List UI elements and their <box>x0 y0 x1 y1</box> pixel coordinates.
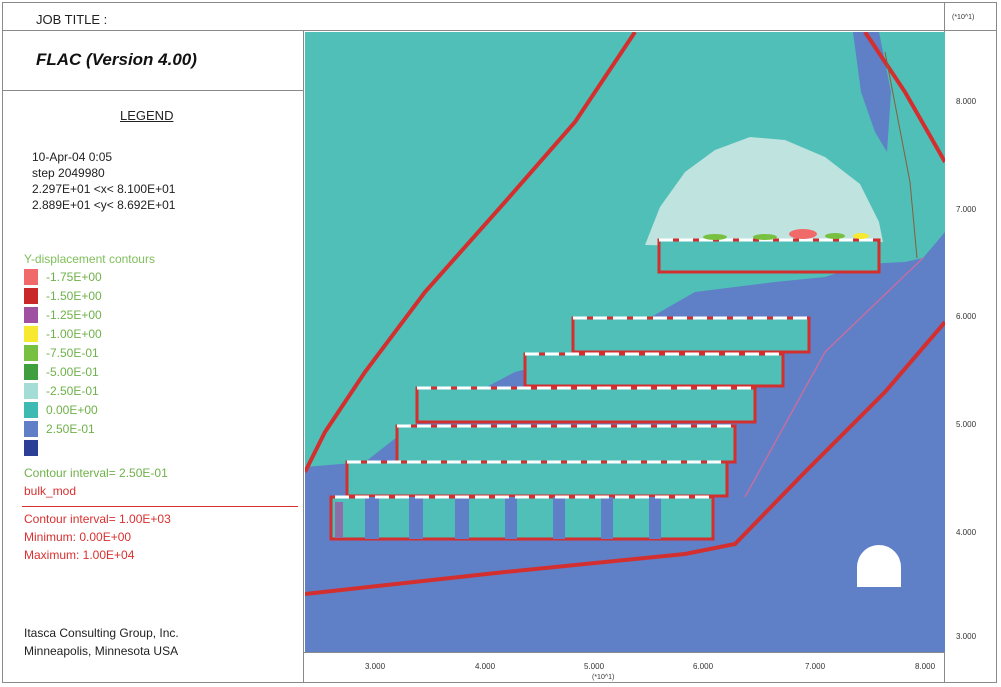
x-tick-label: 4.000 <box>475 662 495 671</box>
legend-heading: LEGEND <box>120 108 173 123</box>
company-name: Itasca Consulting Group, Inc. <box>24 626 179 640</box>
contour-swatch <box>24 421 38 437</box>
y-tick-label: 6.000 <box>956 312 976 321</box>
app-version-title: FLAC (Version 4.00) <box>36 50 197 70</box>
y-tick-label: 4.000 <box>956 528 976 537</box>
bench-1 <box>659 240 879 272</box>
bench-6 <box>347 462 727 496</box>
company-location: Minneapolis, Minnesota USA <box>24 644 178 658</box>
bench-3 <box>525 354 783 386</box>
contour-swatch <box>24 288 38 304</box>
contour-label: -2.50E-01 <box>46 382 99 400</box>
legend-separator <box>303 30 304 683</box>
bulk-mod-maximum: Maximum: 1.00E+04 <box>24 548 134 562</box>
y-tick-label: 7.000 <box>956 205 976 214</box>
contour-label: -7.50E-01 <box>46 344 99 362</box>
contour-swatch <box>24 383 38 399</box>
legend-step: step 2049980 <box>32 166 105 181</box>
y-tick-label: 8.000 <box>956 97 976 106</box>
contour-label: -5.00E-01 <box>46 363 99 381</box>
bench-5 <box>397 426 735 462</box>
x-tick-label: 7.000 <box>805 662 825 671</box>
flac-model-plot <box>305 32 945 652</box>
legend-y-range: 2.889E+01 <y< 8.692E+01 <box>32 198 175 213</box>
header-separator <box>2 30 997 31</box>
contour-label: 2.50E-01 <box>46 420 95 438</box>
y-tick-label: 5.000 <box>956 420 976 429</box>
y-tick-label: 3.000 <box>956 632 976 641</box>
y-axis-scale: (*10^1) <box>952 14 974 21</box>
x-tick-label: 6.000 <box>693 662 713 671</box>
contour-label: -1.25E+00 <box>46 306 102 324</box>
legend-x-range: 2.297E+01 <x< 8.100E+01 <box>32 182 175 197</box>
contour-label: 0.00E+00 <box>46 401 98 419</box>
contour-swatch <box>24 326 38 342</box>
bulk-mod-label: bulk_mod <box>24 484 76 498</box>
bulk-mod-interval: Contour interval= 1.00E+03 <box>24 512 171 526</box>
legend-date-time: 10-Apr-04 0:05 <box>32 150 112 165</box>
bulk-mod-minimum: Minimum: 0.00E+00 <box>24 530 131 544</box>
contour-label: -1.75E+00 <box>46 268 102 286</box>
contour-swatch <box>24 402 38 418</box>
job-title: JOB TITLE : <box>36 12 107 27</box>
bench-2 <box>573 318 809 352</box>
x-axis-scale: (*10^1) <box>592 674 614 681</box>
title-separator <box>2 90 304 91</box>
contour-swatch <box>24 269 38 285</box>
contour-title: Y-displacement contours <box>24 252 155 266</box>
contour-label: -1.50E+00 <box>46 287 102 305</box>
bulk-mod-divider <box>22 506 298 507</box>
bench-4 <box>417 388 755 422</box>
x-axis-separator <box>303 652 945 653</box>
contour-label: -1.00E+00 <box>46 325 102 343</box>
contour-swatch <box>24 440 38 456</box>
x-tick-label: 3.000 <box>365 662 385 671</box>
contour-swatch <box>24 345 38 361</box>
contour-swatch <box>24 364 38 380</box>
x-tick-label: 5.000 <box>584 662 604 671</box>
contour-swatch <box>24 307 38 323</box>
contour-interval: Contour interval= 2.50E-01 <box>24 466 168 480</box>
tunnel-opening <box>857 545 901 587</box>
x-tick-label: 8.000 <box>915 662 935 671</box>
